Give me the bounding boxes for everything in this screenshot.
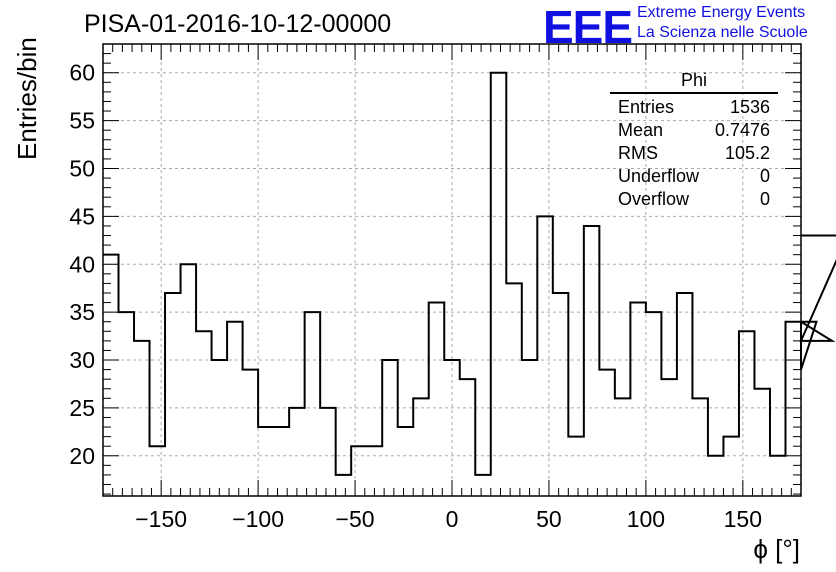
stats-row-mean: Mean 0.7476: [612, 119, 778, 142]
stats-label: Entries: [618, 97, 675, 117]
histogram-bin: [723, 437, 739, 496]
y-tick-label: 60: [69, 60, 95, 86]
histogram-bin: [568, 437, 584, 496]
stats-row-rms: RMS 105.2: [612, 142, 778, 165]
stats-label: Mean: [618, 120, 664, 140]
x-tick-label: 100: [627, 506, 665, 532]
y-tick-label: 55: [69, 108, 95, 134]
histogram-bin: [165, 293, 181, 496]
stats-row-underflow: Underflow 0: [612, 165, 778, 188]
histogram-bin: [522, 360, 538, 496]
histogram-bin: [181, 264, 197, 496]
stats-label: Underflow: [618, 166, 700, 186]
stats-title: Phi: [610, 70, 778, 94]
histogram-bin: [398, 427, 414, 496]
stats-value: 1536: [729, 97, 770, 117]
y-axis-label: Entries/bin: [12, 37, 42, 160]
x-tick-label: 150: [724, 506, 762, 532]
y-tick-label: 30: [69, 347, 95, 373]
stats-value: 105.2: [724, 143, 770, 163]
histogram-bin: [413, 398, 429, 496]
x-tick-label: −100: [232, 506, 284, 532]
histogram-bin: [646, 312, 662, 496]
stats-box: Phi Entries 1536 Mean 0.7476 RMS 105.2 U…: [610, 70, 778, 211]
y-tick-label: 20: [69, 443, 95, 469]
histogram-bin: [599, 370, 615, 496]
histogram-bin: [460, 379, 476, 496]
histogram-bin: [382, 360, 398, 496]
chart-title: PISA-01-2016-10-12-00000: [84, 10, 392, 38]
x-tick-label: −150: [135, 506, 187, 532]
histogram-bin: [661, 379, 677, 496]
histogram-bin: [274, 427, 290, 496]
histogram-bin: [491, 73, 507, 496]
histogram-bin: [615, 398, 631, 496]
y-tick-label: 35: [69, 299, 95, 325]
eee-logo: EEE: [543, 1, 633, 53]
logo-line-2: La Scienza nelle Scuole: [637, 24, 808, 41]
histogram-outline: [103, 71, 836, 476]
stats-label: Overflow: [618, 189, 690, 209]
stats-row-entries: Entries 1536: [612, 96, 778, 119]
x-tick-label: 0: [446, 506, 459, 532]
histogram-bin: [119, 312, 135, 496]
histogram-bin: [677, 293, 693, 496]
x-axis-label: ϕ [°]: [753, 534, 800, 564]
histogram-bin: [429, 303, 445, 496]
x-tick-label: −50: [336, 506, 375, 532]
histogram-bin: [320, 408, 336, 496]
histogram-bin: [630, 303, 646, 496]
histogram-bin: [537, 216, 553, 496]
histogram-bin: [708, 456, 724, 496]
histogram-bin: [475, 475, 491, 496]
histogram-bin: [506, 283, 522, 496]
stats-row-overflow: Overflow 0: [612, 188, 778, 211]
histogram-bin: [305, 312, 321, 496]
histogram-bin: [336, 475, 352, 496]
histogram-bin: [243, 370, 259, 496]
histogram-bin: [212, 360, 228, 496]
x-tick-label: 50: [536, 506, 562, 532]
histogram-bin: [754, 389, 770, 496]
histogram-bin: [103, 255, 119, 496]
histogram-bin: [692, 398, 708, 496]
histogram-bin: [739, 331, 755, 496]
stats-value: 0: [759, 166, 770, 186]
histogram-bin: [134, 341, 150, 496]
histogram-bin: [196, 331, 212, 496]
histogram-bin: [258, 427, 274, 496]
stats-value: 0.7476: [714, 120, 770, 140]
histogram-bin: [553, 293, 569, 496]
histogram-bin: [289, 408, 305, 496]
histogram-bin: [785, 322, 801, 496]
y-tick-label: 25: [69, 395, 95, 421]
y-tick-label: 40: [69, 251, 95, 277]
y-tick-label: 45: [69, 203, 95, 229]
stats-label: RMS: [618, 143, 658, 163]
y-tick-label: 50: [69, 155, 95, 181]
histogram-bin: [227, 322, 243, 496]
stats-value: 0: [759, 189, 770, 209]
logo-line-1: Extreme Energy Events: [637, 4, 806, 21]
